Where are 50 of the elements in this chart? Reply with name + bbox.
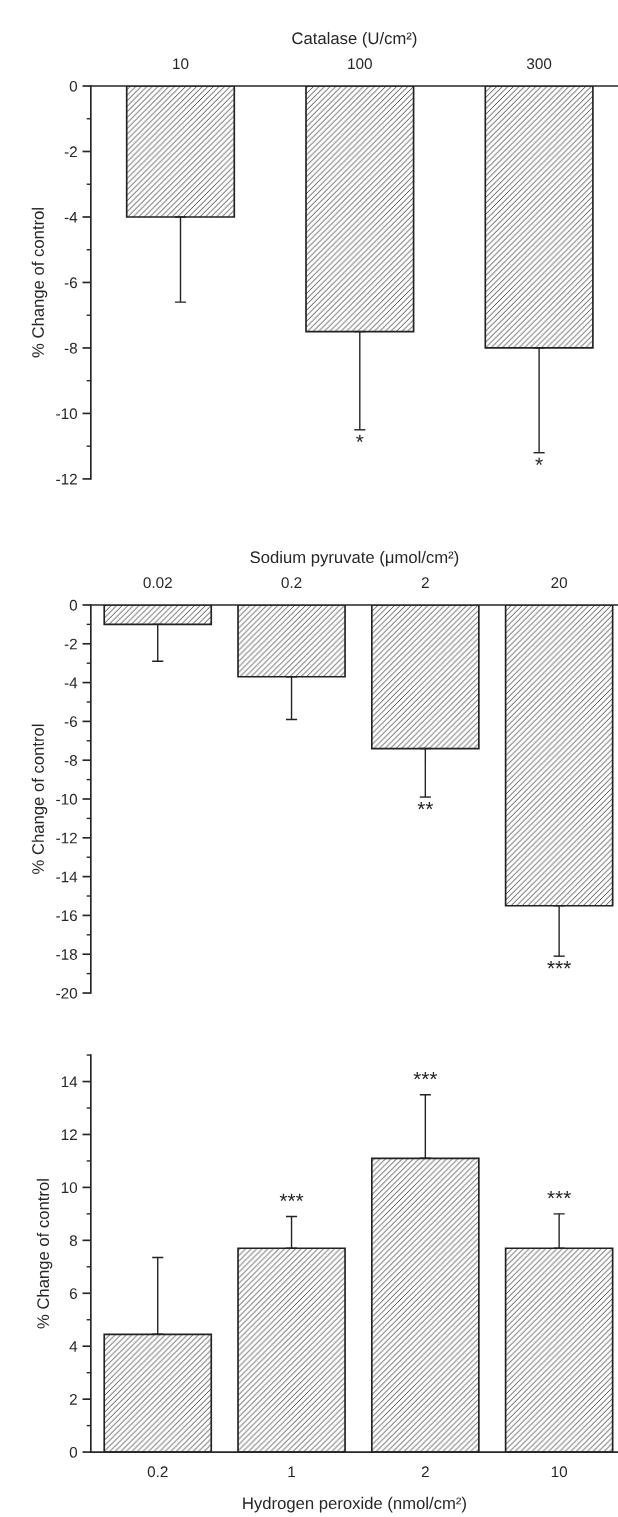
y-tick-label: -2 (64, 638, 77, 650)
annotation: *** (413, 1071, 438, 1080)
y-tick-label: 0 (69, 80, 78, 92)
y-tick-label: -2 (64, 146, 77, 158)
x-tick-label: 20 (551, 577, 568, 589)
x-axis-title: Catalase (U/cm²) (292, 31, 417, 48)
y-tick-label: -20 (56, 987, 78, 999)
x-tick-label: 300 (526, 58, 552, 70)
y-tick-label: -8 (64, 755, 77, 766)
annotation: *** (547, 961, 571, 969)
y-tick-label: 6 (69, 1288, 77, 1299)
y-tick-label: -16 (56, 910, 77, 922)
y-tick-label: -10 (56, 793, 78, 805)
x-tick-label: 100 (348, 58, 372, 70)
annotation: ** (417, 802, 434, 810)
y-tick-label: 4 (69, 1341, 78, 1352)
x-tick-label: 0.2 (147, 1466, 168, 1478)
y-axis-title: % Change of control (36, 1179, 53, 1329)
y-axis-title: % Change of control (31, 724, 48, 874)
y-tick-label: 14 (61, 1076, 78, 1088)
y-tick-label: 8 (69, 1235, 77, 1247)
y-tick-label: -12 (56, 832, 77, 844)
annotation: * (535, 457, 543, 465)
x-tick-label: 2 (421, 1466, 429, 1478)
x-axis-title: Hydrogen peroxide (nmol/cm²) (243, 1496, 466, 1513)
x-tick-label: 1 (288, 1466, 296, 1478)
x-tick-label: 0.02 (143, 577, 172, 589)
y-tick-label: 0 (69, 1446, 78, 1458)
y-tick-label: -8 (64, 342, 77, 354)
y-tick-label: -18 (56, 949, 77, 960)
y-axis-title: % Change of control (31, 208, 48, 358)
y-tick-label: -4 (64, 677, 78, 689)
y-tick-label: -6 (64, 716, 77, 728)
y-tick-label: 12 (61, 1129, 77, 1141)
x-tick-label: 10 (173, 58, 189, 70)
y-tick-label: -4 (64, 212, 78, 223)
x-tick-label: 2 (421, 577, 429, 588)
y-tick-label: 10 (61, 1182, 78, 1194)
y-tick-label: 2 (69, 1394, 77, 1405)
annotation: * (356, 434, 364, 443)
x-axis-title: Sodium pyruvate (μmol/cm²) (250, 550, 459, 567)
x-tick-label: 10 (551, 1466, 568, 1478)
y-tick-label: -12 (56, 473, 77, 485)
y-tick-label: 0 (69, 599, 78, 611)
y-tick-label: -14 (56, 871, 78, 883)
annotation: *** (547, 1191, 571, 1199)
x-tick-label: 0.2 (281, 577, 302, 589)
annotation: *** (279, 1193, 304, 1202)
y-tick-label: -10 (56, 408, 78, 420)
y-tick-label: -6 (64, 277, 77, 289)
